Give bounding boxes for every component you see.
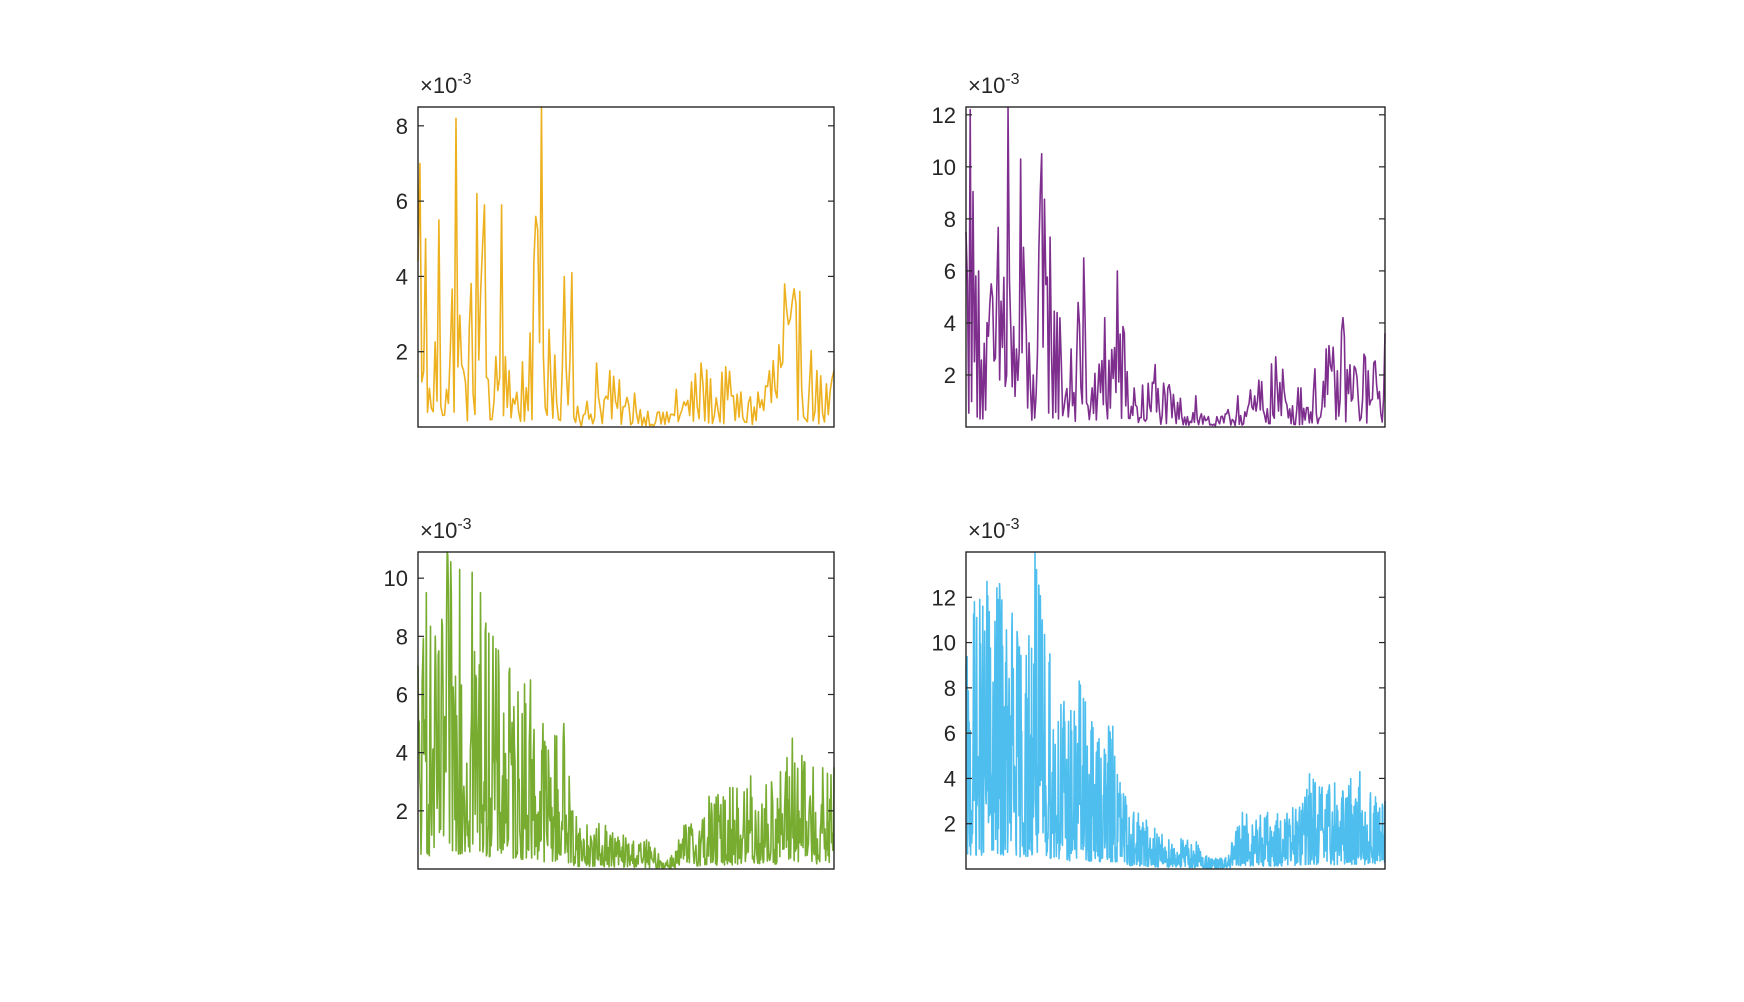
axes-box xyxy=(965,106,1386,428)
series-line xyxy=(417,551,835,870)
series-line xyxy=(965,551,1386,870)
y-tick-label: 4 xyxy=(396,264,408,289)
axes-box xyxy=(417,551,835,870)
subplot-bottom-right: 2 4 6 8 10 12 ×10-3 xyxy=(932,516,1386,870)
axes-box xyxy=(965,551,1386,870)
exponent-power: -3 xyxy=(1005,516,1019,533)
y-tick-label: 4 xyxy=(396,741,408,766)
y-tick-label: 10 xyxy=(384,566,408,591)
y-tick-label: 10 xyxy=(932,631,956,656)
exponent-base: ×10 xyxy=(420,73,457,98)
y-tick-label: 6 xyxy=(396,683,408,708)
y-tick-label: 12 xyxy=(932,585,956,610)
y-tick-label: 6 xyxy=(944,259,956,284)
y-tick-label: 2 xyxy=(396,799,408,824)
exponent-power: -3 xyxy=(457,71,471,88)
subplot-top-left: 2 4 6 8 ×10-3 xyxy=(396,71,835,428)
y-tick-label: 2 xyxy=(944,812,956,837)
y-tick-label: 8 xyxy=(396,114,408,139)
y-tick-label: 4 xyxy=(944,766,956,791)
y-tick-label: 4 xyxy=(944,311,956,336)
series-line xyxy=(417,106,835,428)
y-tick-label: 8 xyxy=(944,207,956,232)
exponent-base: ×10 xyxy=(968,518,1005,543)
y-tick-label: 2 xyxy=(944,363,956,388)
axes-box xyxy=(417,106,835,428)
y-tick-label: 8 xyxy=(944,676,956,701)
y-tick-label: 2 xyxy=(396,340,408,365)
y-exponent-label: ×10-3 xyxy=(968,516,1020,543)
y-exponent-label: ×10-3 xyxy=(968,71,1020,98)
y-tick-label: 6 xyxy=(944,721,956,746)
y-tick-label: 6 xyxy=(396,189,408,214)
exponent-power: -3 xyxy=(457,516,471,533)
subplot-top-right: 2 4 6 8 10 12 ×10-3 xyxy=(932,71,1386,428)
y-tick-label: 8 xyxy=(396,624,408,649)
subplot-bottom-left: 2 4 6 8 10 ×10-3 xyxy=(384,516,835,870)
y-tick-label: 10 xyxy=(932,155,956,180)
series-line xyxy=(965,106,1386,427)
y-exponent-label: ×10-3 xyxy=(420,516,472,543)
exponent-base: ×10 xyxy=(968,73,1005,98)
exponent-power: -3 xyxy=(1005,71,1019,88)
y-tick-label: 12 xyxy=(932,103,956,128)
y-exponent-label: ×10-3 xyxy=(420,71,472,98)
exponent-base: ×10 xyxy=(420,518,457,543)
